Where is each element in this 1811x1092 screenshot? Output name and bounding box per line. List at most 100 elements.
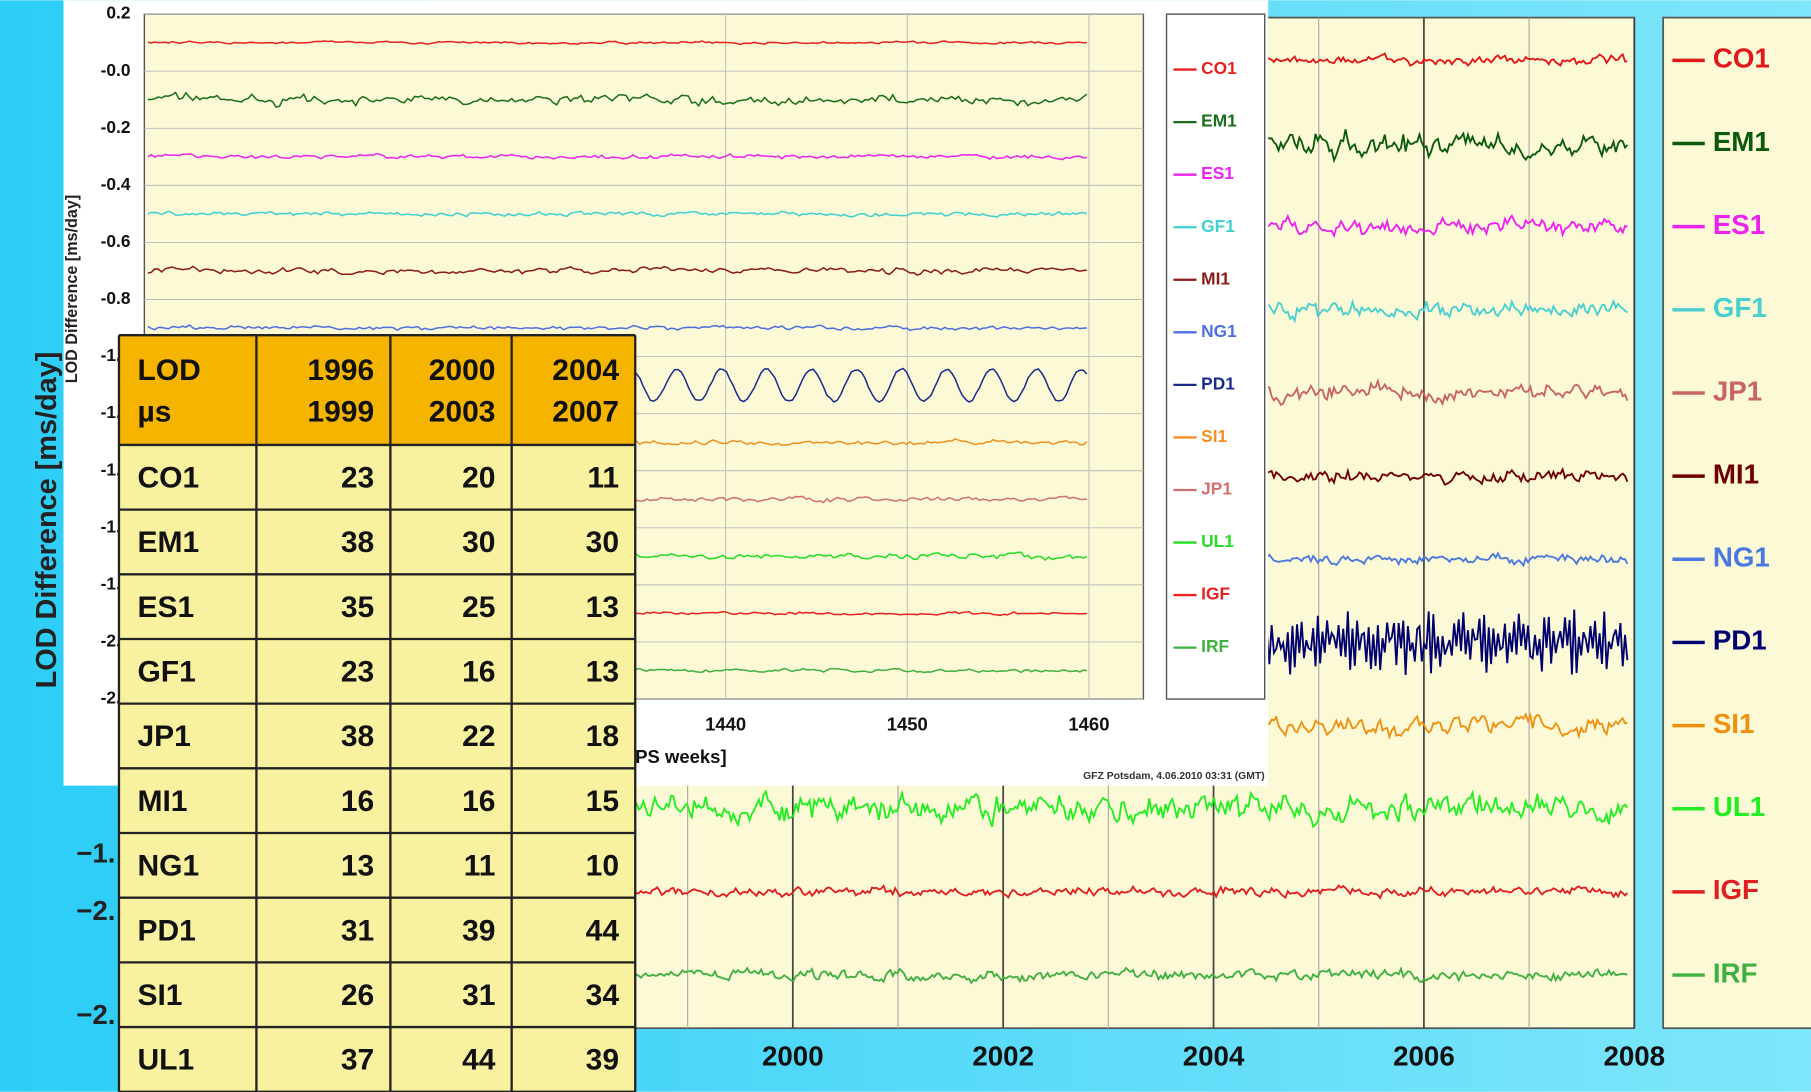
table-cell: JP1 — [137, 720, 190, 753]
table-cell: 34 — [586, 979, 620, 1012]
front-series-line — [147, 152, 1087, 161]
table-cell: 13 — [586, 591, 619, 624]
table-cell: 13 — [341, 850, 374, 883]
back-legend-label: GF1 — [1713, 292, 1767, 323]
front-legend-label: GF1 — [1201, 216, 1235, 236]
table-cell: 31 — [341, 914, 374, 947]
table-cell: 23 — [341, 462, 374, 495]
back-legend-box — [1662, 16, 1811, 1030]
front-legend-label: IGF — [1201, 584, 1230, 604]
back-y-tick-label: −2. — [76, 999, 115, 1030]
table-cell: 18 — [586, 720, 619, 753]
back-x-tick-label: 2004 — [1183, 1041, 1245, 1072]
table-cell: UL1 — [137, 1044, 194, 1077]
front-series-line — [147, 324, 1087, 332]
front-x-tick-label: 1460 — [1068, 713, 1109, 734]
front-y-tick-label: -0.8 — [101, 288, 131, 308]
front-legend-box — [1165, 13, 1266, 700]
front-legend-label: MI1 — [1201, 268, 1230, 288]
back-legend-label: UL1 — [1713, 791, 1765, 822]
table-cell: 31 — [462, 979, 495, 1012]
table-cell: 35 — [341, 591, 374, 624]
table-cell: 25 — [462, 591, 495, 624]
front-legend-label: UL1 — [1201, 531, 1234, 551]
front-y-tick-label: -0.2 — [101, 117, 131, 137]
back-legend-label: PD1 — [1713, 625, 1767, 656]
table-header-cell: 2004 — [552, 354, 619, 387]
back-x-tick-label: 2002 — [972, 1041, 1034, 1072]
back-x-tick-label: 2008 — [1603, 1041, 1665, 1072]
front-x-tick-label: 1440 — [705, 713, 746, 734]
front-y-tick-label: -0.0 — [101, 60, 131, 80]
table-cell: 20 — [462, 462, 495, 495]
front-y-tick-label: -0.6 — [101, 231, 131, 251]
back-legend-label: CO1 — [1713, 43, 1770, 74]
table-cell: 30 — [586, 526, 619, 559]
table-header-cell: 1999 — [307, 396, 374, 429]
table-cell: 44 — [462, 1044, 496, 1077]
table-cell: 10 — [586, 850, 619, 883]
back-legend-label: IGF — [1713, 874, 1759, 905]
table-cell: 11 — [464, 850, 496, 883]
front-series-line — [147, 210, 1088, 218]
front-series-line — [147, 91, 1088, 108]
front-legend-label: CO1 — [1201, 58, 1237, 78]
front-legend-label: PD1 — [1201, 373, 1235, 393]
front-y-label: LOD Difference [ms/day] — [63, 195, 81, 384]
back-legend-label: NG1 — [1713, 542, 1770, 573]
table-cell: 22 — [462, 720, 495, 753]
back-legend-label: IRF — [1713, 957, 1758, 988]
table-cell: NG1 — [137, 850, 199, 883]
back-x-tick-label: 2000 — [762, 1041, 824, 1072]
front-x-label: PS weeks] — [635, 746, 726, 767]
back-legend-label: JP1 — [1713, 375, 1762, 406]
table-cell: 30 — [462, 526, 495, 559]
lod-table: LOD µs 1996 1999 2000 2003 2004 2007 CO1 23 20 11 EM… — [117, 334, 637, 1092]
back-y-label: LOD Difference [ms/day] — [31, 352, 63, 689]
table-header-cell: µs — [137, 396, 171, 429]
table-cell: PD1 — [137, 914, 195, 947]
table-cell: 15 — [586, 785, 619, 818]
table-cell: 38 — [341, 526, 374, 559]
front-legend-label: NG1 — [1201, 321, 1237, 341]
table-cell: GF1 — [137, 656, 195, 689]
front-legend-label: SI1 — [1201, 426, 1227, 446]
back-legend-label: EM1 — [1713, 126, 1770, 157]
table-cell: 11 — [587, 462, 619, 495]
table-cell: 23 — [341, 656, 374, 689]
table-cell: SI1 — [137, 979, 182, 1012]
table-cell: 13 — [586, 656, 619, 689]
front-legend-label: JP1 — [1201, 479, 1232, 499]
table-cell: 16 — [462, 656, 495, 689]
table-header-cell: 2003 — [429, 396, 496, 429]
table-cell: MI1 — [137, 785, 187, 818]
front-series-line — [147, 40, 1087, 46]
table-header-cell: 2000 — [429, 354, 496, 387]
table-cell: 26 — [341, 979, 374, 1012]
front-x-tick-label: 1450 — [887, 713, 928, 734]
table-cell: 37 — [341, 1044, 374, 1077]
back-y-tick-label: −1. — [76, 837, 115, 868]
front-y-tick-label: 0.2 — [106, 3, 130, 23]
table-cell: 16 — [341, 785, 374, 818]
table-cell: ES1 — [137, 591, 194, 624]
back-x-tick-label: 2006 — [1393, 1041, 1455, 1072]
front-series-line — [147, 265, 1087, 276]
table-cell: 16 — [462, 785, 495, 818]
table-header-bg — [118, 335, 636, 445]
back-legend-label: SI1 — [1713, 708, 1755, 739]
table-header-cell: 1996 — [307, 354, 374, 387]
back-legend-label: MI1 — [1713, 458, 1759, 489]
front-legend-label: ES1 — [1201, 163, 1234, 183]
front-footer: GFZ Potsdam, 4.06.2010 03:31 (GMT) — [1083, 771, 1265, 782]
front-y-tick-label: -0.4 — [101, 174, 131, 194]
back-y-tick-label: −2. — [76, 895, 115, 926]
back-legend-label: ES1 — [1713, 209, 1765, 240]
table-header-cell: 2007 — [552, 396, 619, 429]
front-legend-label: EM1 — [1201, 111, 1237, 131]
table-cell: EM1 — [137, 526, 199, 559]
table-header-cell: LOD — [137, 354, 200, 387]
table-cell: 44 — [586, 914, 620, 947]
table-cell: CO1 — [137, 462, 199, 495]
